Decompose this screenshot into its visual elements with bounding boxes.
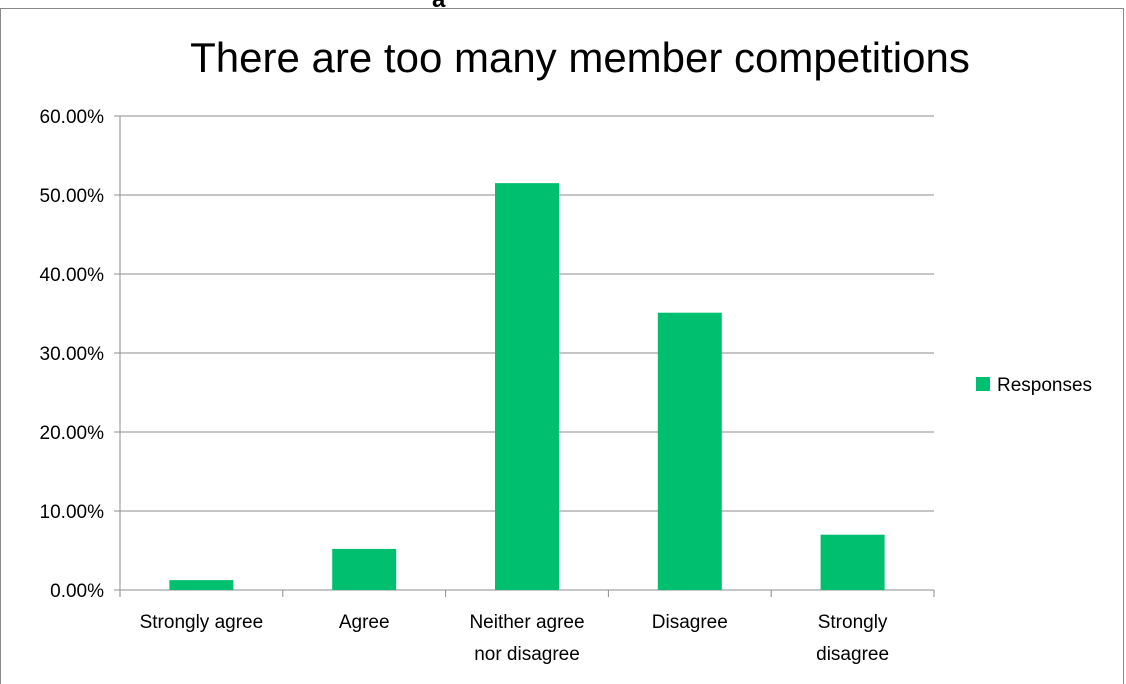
- y-tick-label-5: 50.00%: [40, 186, 105, 207]
- legend-label-responses: Responses: [997, 375, 1092, 396]
- bar-2: [495, 183, 559, 590]
- bar-0: [169, 580, 234, 590]
- chart-title: There are too many member competitions: [190, 34, 970, 81]
- bar-1: [332, 548, 397, 590]
- legend: Responses: [976, 375, 1092, 396]
- y-tick-label-0: 0.00%: [50, 581, 104, 602]
- x-tick-labels: Strongly agree Agree Neither agree nor disa…: [140, 612, 889, 665]
- y-tick-label-4: 40.00%: [40, 265, 105, 286]
- chart-frame: [0, 8, 1124, 684]
- y-tick-label-6: 60.00%: [40, 107, 105, 128]
- x-tick-label-4-0: Strongly: [818, 612, 888, 633]
- y-tick-label-1: 10.00%: [40, 502, 105, 523]
- x-tick-label-1-0: Agree: [339, 612, 390, 633]
- bar-3: [657, 312, 722, 590]
- x-tick-label-0-0: Strongly agree: [140, 612, 264, 633]
- y-tick-labels: 0.00% 10.00% 20.00% 30.00% 40.00% 50.00% 60.00…: [40, 107, 120, 602]
- x-tick-label-3-0: Disagree: [652, 612, 728, 633]
- y-tick-label-3: 30.00%: [40, 344, 105, 365]
- x-tick-label-4-1: disagree: [816, 644, 889, 665]
- x-tick-label-2-0: Neither agree: [469, 612, 584, 633]
- x-tick-label-2-1: nor disagree: [474, 644, 580, 665]
- bars: [169, 183, 885, 590]
- bar-4: [820, 534, 885, 590]
- y-tick-label-2: 20.00%: [40, 423, 105, 444]
- legend-swatch-responses: [976, 377, 990, 391]
